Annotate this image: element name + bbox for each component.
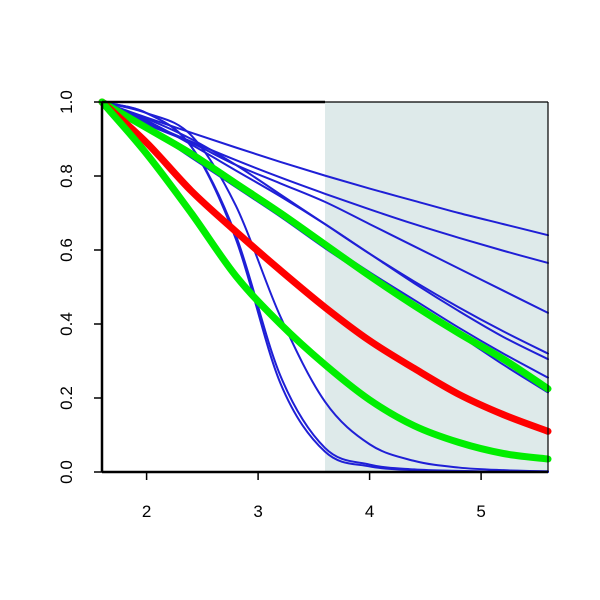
y-tick-label: 0.8 bbox=[57, 164, 76, 188]
series-line-11 bbox=[98, 98, 552, 393]
series-line-2 bbox=[101, 101, 549, 264]
x-tick-label: 3 bbox=[253, 502, 262, 521]
y-tick-label: 0.2 bbox=[57, 386, 76, 410]
x-tick-label: 5 bbox=[476, 502, 485, 521]
x-tick-label: 4 bbox=[365, 502, 374, 521]
y-tick-label: 0.6 bbox=[57, 238, 76, 262]
y-tick-label: 0.4 bbox=[57, 312, 76, 336]
y-tick-label: 0.0 bbox=[57, 460, 76, 484]
series-line-5 bbox=[101, 101, 549, 361]
y-tick-label: 1.0 bbox=[57, 90, 76, 114]
series-line-12 bbox=[98, 98, 552, 435]
shaded-region bbox=[325, 102, 548, 472]
x-tick-label: 2 bbox=[142, 502, 151, 521]
series-line-1 bbox=[101, 101, 549, 237]
series-line-10 bbox=[101, 101, 549, 473]
series-line-13 bbox=[98, 98, 552, 463]
